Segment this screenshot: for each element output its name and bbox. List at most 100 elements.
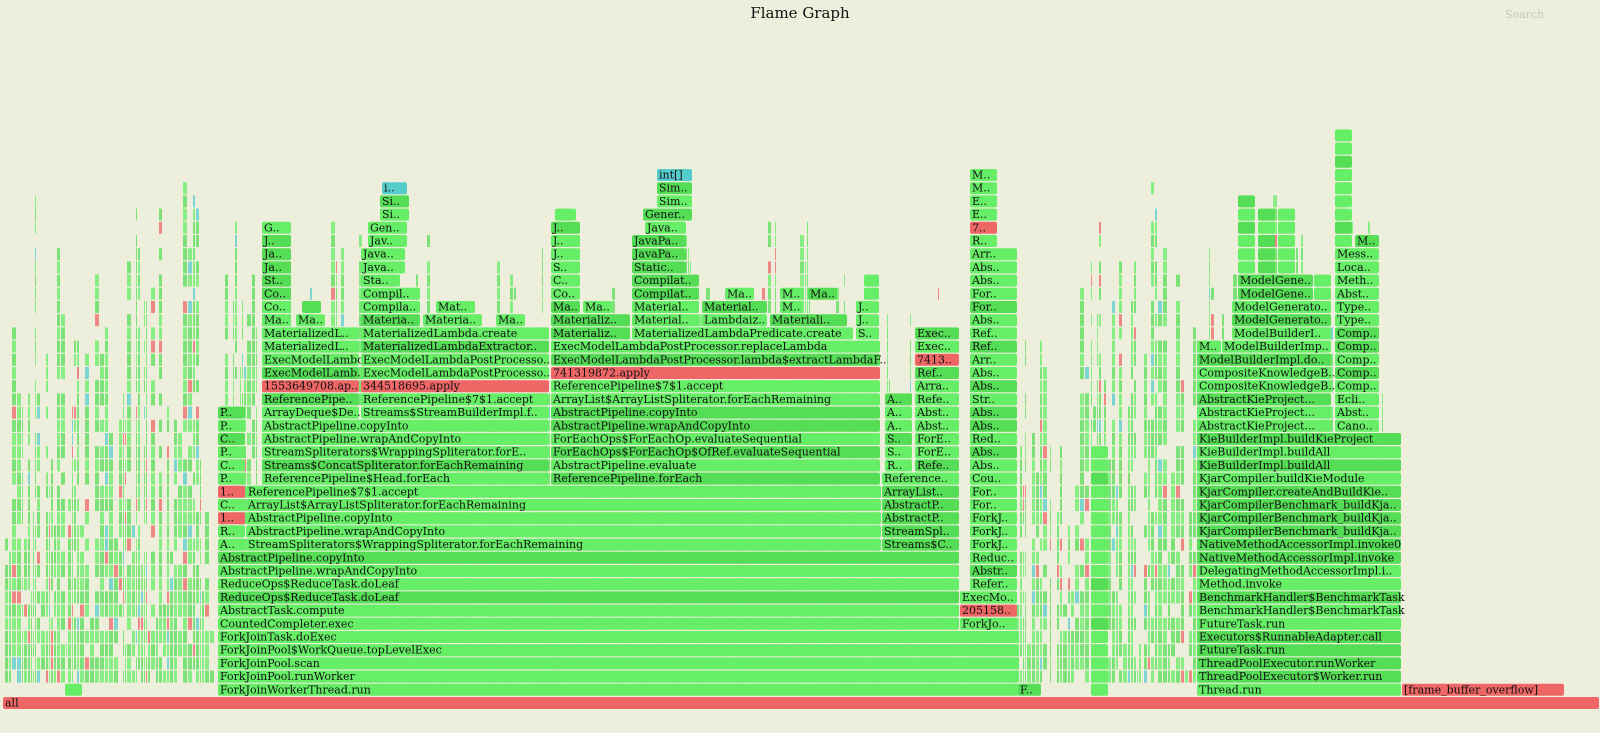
stack-sliver [235,327,237,340]
stack-sliver [1036,578,1039,591]
stack-sliver [159,512,162,525]
stack-sliver [95,301,99,313]
stack-sliver [35,604,36,617]
stack-sliver [61,551,65,564]
stack-sliver [1020,499,1022,511]
stack-sliver [1025,485,1026,498]
stack-sliver [178,433,182,445]
stack-sliver [35,578,36,591]
stack-sliver [74,644,76,657]
stack-sliver [1036,485,1039,498]
stack-sliver [127,565,131,577]
stack-sliver [61,670,65,683]
stack-sliver [90,644,94,657]
stack-sliver [105,644,108,657]
stack-sliver [200,459,201,472]
stack-sliver [1040,657,1042,670]
stack-sliver [136,433,137,445]
stack-sliver [138,261,140,274]
search-button[interactable]: Search [1505,8,1545,21]
stack-sliver [174,419,177,432]
stack-sliver [1085,393,1089,406]
stack-sliver [46,631,48,643]
stack-sliver [807,235,808,247]
stack-sliver [144,578,145,591]
stack-sliver [46,485,48,498]
stack-sliver [1068,670,1070,683]
stack-sliver [68,565,71,577]
stack-sliver [57,446,60,459]
stack-sliver [138,657,140,670]
stack-sliver [159,367,162,379]
stack-sliver [159,525,162,538]
stack-sliver [196,565,199,577]
stack-sliver [193,578,195,591]
stack-sliver [51,551,53,564]
stack-sliver [17,512,21,525]
stack-sliver [146,578,147,591]
stack-sliver [31,644,32,657]
stack-sliver [100,578,104,591]
stack-sliver [146,551,147,564]
stack-sliver [28,657,30,670]
stack-sliver [119,446,122,459]
stack-sliver [1032,433,1035,445]
stack-sliver [1060,670,1062,683]
stack-sliver [686,248,687,261]
stack-sliver [416,274,418,287]
stack-sliver [252,274,255,287]
stack-sliver [549,406,550,419]
stack-sliver [807,301,808,313]
stack-sliver [109,499,113,511]
stack-sliver [1060,459,1062,472]
stack-sliver [193,353,195,366]
stack-sliver [159,472,162,485]
stack-sliver [1080,419,1084,432]
stack-sliver [85,631,89,643]
stack-sliver [341,274,344,287]
stack-sliver [252,327,255,340]
stack-sliver [144,367,145,379]
stack-sliver [1023,485,1024,498]
stack-sliver [196,446,199,459]
stack-sliver [1057,525,1059,538]
stack-sliver [167,512,169,525]
stack-sliver [497,287,500,300]
stack-sliver [188,301,192,313]
stack-sliver [138,617,140,630]
stack-sliver [183,393,187,406]
stack-sliver [1040,538,1042,551]
stack-sliver [256,459,257,472]
stack-sliver [1032,604,1035,617]
stack-sliver [225,327,228,340]
stack-sliver [156,631,158,643]
stack-sliver [17,446,21,459]
stack-sliver [1020,525,1022,538]
stack-sliver [1027,670,1031,683]
stack-sliver [105,353,108,366]
stack-sliver [235,340,237,353]
stack-sliver [33,565,34,577]
stack-sliver [146,472,147,485]
stack-sliver [167,419,169,432]
stack-sliver [1040,459,1042,472]
stack-sliver [1032,512,1035,525]
stack-sliver [805,274,806,287]
stack-sliver [174,565,177,577]
stack-sliver [17,538,21,551]
stack-sliver [196,380,199,393]
stack-sliver [193,380,195,393]
stack-sliver [12,525,16,538]
stack-sliver [37,657,40,670]
stack-sliver [105,419,108,432]
stack-sliver [1032,591,1035,604]
stack-sliver [138,340,140,353]
stack-sliver [100,591,104,604]
stack-sliver [146,591,147,604]
stack-sliver [22,657,23,670]
stack-sliver [196,340,199,353]
stack-sliver [9,604,11,617]
stack-sliver [151,485,155,498]
stack-sliver [127,353,131,366]
stack-sliver [542,261,543,274]
